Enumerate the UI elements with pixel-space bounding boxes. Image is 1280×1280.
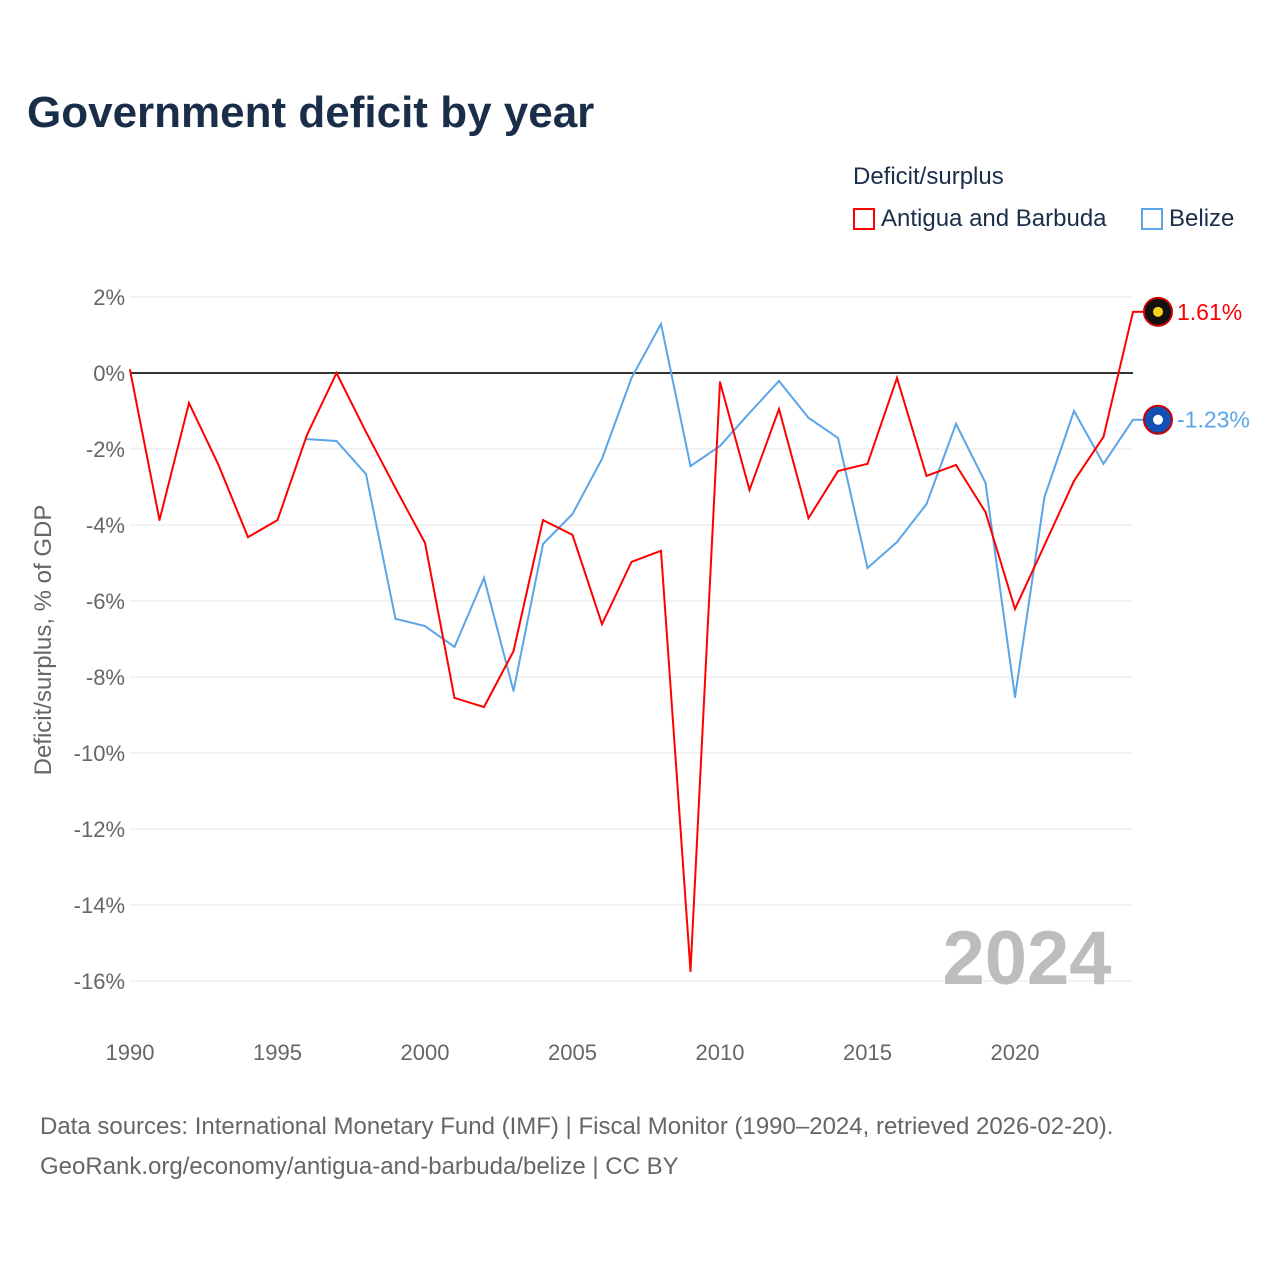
data-point [512,690,515,693]
flag-emblem [1153,414,1163,425]
x-tick-label: 2015 [843,1040,892,1065]
data-point [601,457,603,460]
data-point [512,650,515,653]
legend-item-belize[interactable]: Belize [1141,205,1234,233]
y-tick-label: -16% [74,969,125,994]
source-line-1: Data sources: International Monetary Fun… [40,1113,1114,1140]
data-point [984,511,987,514]
data-point [955,463,957,466]
y-tick-label: -2% [86,437,125,462]
data-point [601,623,603,626]
data-point [984,481,987,484]
data-point [158,519,161,522]
y-tick-label: -8% [86,665,125,690]
legend-label: Belize [1169,205,1235,232]
source-line-2[interactable]: GeoRank.org/economy/antigua-and-barbuda/… [40,1153,679,1180]
series-line-belize [306,321,1134,698]
y-tick-label: -10% [74,741,125,766]
data-point [630,376,633,379]
data-point [276,519,279,522]
data-point [689,465,692,468]
data-point [1043,495,1046,498]
data-point [748,489,751,492]
end-value-label: -1.23% [1177,407,1250,433]
data-point [483,706,485,709]
year-watermark: 2024 [942,916,1111,1001]
data-point [335,440,338,443]
data-point [424,541,426,544]
data-point [1014,696,1016,699]
data-point [837,436,839,439]
data-point [1102,462,1105,465]
data-point [542,543,544,545]
source-note: Data sources: International Monetary Fun… [40,1107,1113,1187]
data-point [394,617,397,620]
y-tick-label: -6% [86,589,125,614]
data-point [630,560,633,563]
data-point [719,444,721,447]
x-tick-label: 1990 [106,1040,155,1065]
x-tick-label: 2020 [991,1040,1040,1065]
legend-label: Antigua and Barbuda [881,205,1107,232]
series-line-antigua-and-barbuda [129,311,1134,972]
data-point [955,422,957,425]
data-point [807,517,810,520]
data-point [1043,544,1046,547]
y-tick-label: -12% [74,817,125,842]
data-point [365,430,367,433]
data-point [896,376,898,379]
data-point [1073,410,1075,412]
y-tick-label: -14% [74,893,125,918]
data-point [925,503,928,506]
legend-swatch [853,208,875,230]
data-point [689,970,692,973]
chart-title: Government deficit by year [27,88,595,137]
y-tick-label: -4% [86,513,125,538]
data-point [719,381,721,384]
data-point [424,625,426,628]
legend-item-antigua[interactable]: Antigua and Barbuda [853,205,1107,233]
data-point [306,433,308,436]
legend-title: Deficit/surplus [853,163,1004,190]
data-point [542,519,544,522]
data-point [335,372,338,374]
data-point [483,576,485,579]
data-point [365,473,367,476]
y-tick-label: 2% [93,285,125,310]
data-point [866,462,869,465]
x-tick-label: 2010 [696,1040,745,1065]
data-point [247,536,249,539]
y-axis-label: Deficit/surplus, % of GDP [30,505,57,776]
data-point [1102,435,1105,438]
data-point [778,379,780,382]
data-point [778,408,780,411]
x-tick-label: 2005 [548,1040,597,1065]
flag-emblem [1153,306,1163,317]
data-point [866,566,869,569]
data-point [571,533,574,536]
data-point [748,411,751,414]
data-point [453,645,456,648]
data-point [394,487,397,490]
data-point [660,322,662,325]
end-value-label: 1.61% [1177,299,1242,325]
data-point [188,402,190,405]
data-point [660,549,662,552]
x-tick-label: 2000 [401,1040,450,1065]
data-point [1014,607,1016,610]
data-point [837,470,839,473]
data-point [571,512,574,515]
data-point [453,696,456,699]
legend-swatch [1141,208,1163,230]
data-point [129,368,131,371]
data-point [925,474,928,477]
data-point [807,416,810,419]
y-tick-label: 0% [93,361,125,386]
data-point [217,463,220,466]
data-point [1073,479,1075,482]
data-point [896,541,898,544]
x-tick-label: 1995 [253,1040,302,1065]
